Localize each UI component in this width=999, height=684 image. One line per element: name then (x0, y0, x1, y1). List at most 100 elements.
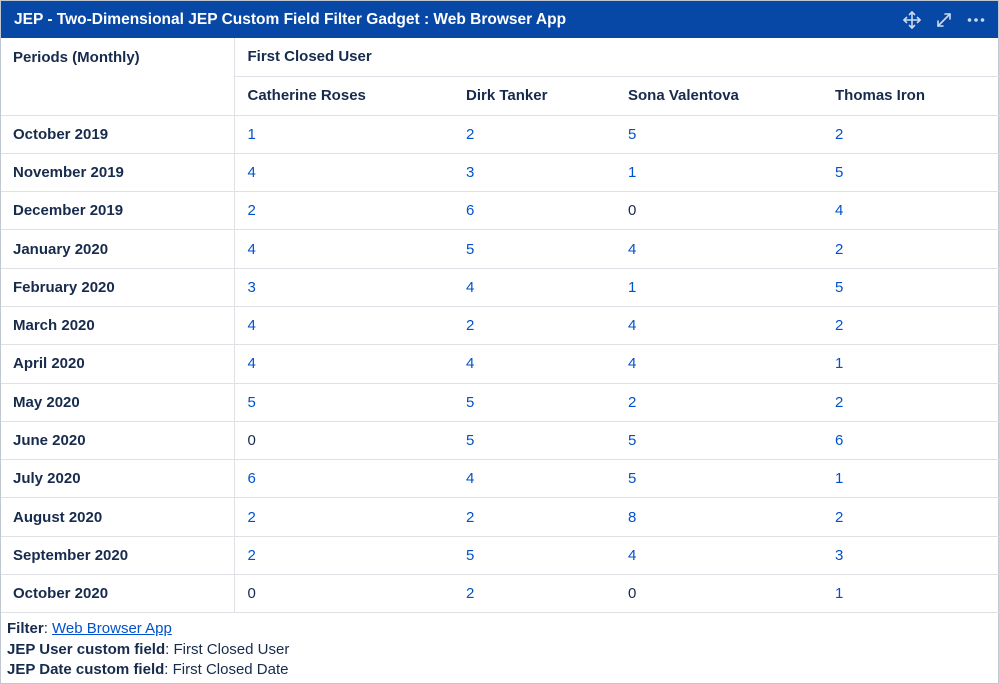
count-link[interactable]: 5 (466, 546, 475, 564)
count-link[interactable]: 2 (835, 317, 844, 335)
user-column-header: Dirk Tanker (453, 76, 615, 116)
count-cell: 3 (822, 536, 999, 576)
move-icon[interactable] (902, 10, 922, 30)
count-link[interactable]: 5 (466, 432, 475, 450)
count-link[interactable]: 1 (628, 163, 637, 181)
count-cell: 3 (234, 268, 453, 307)
count-cell: 4 (615, 306, 822, 346)
count-link[interactable]: 6 (247, 470, 256, 488)
count-cell: 4 (453, 268, 615, 307)
count-link[interactable]: 4 (466, 470, 475, 488)
count-cell: 4 (234, 229, 453, 269)
period-cell: September 2020 (1, 536, 235, 576)
count-link[interactable]: 5 (628, 125, 637, 143)
count-cell: 2 (822, 229, 999, 269)
count-link[interactable]: 6 (466, 202, 475, 220)
count-link[interactable]: 5 (628, 470, 637, 488)
period-cell: July 2020 (1, 459, 235, 499)
count-link[interactable]: 2 (628, 393, 637, 411)
count-link[interactable]: 4 (247, 163, 256, 181)
count-link[interactable]: 3 (835, 546, 844, 564)
count-link[interactable]: 5 (835, 163, 844, 181)
count-cell: 2 (615, 383, 822, 422)
count-link[interactable]: 2 (835, 125, 844, 143)
table-row: June 2020 0 5 5 6 (1, 421, 999, 461)
count-link[interactable]: 4 (247, 240, 256, 258)
count-link[interactable]: 8 (628, 508, 637, 526)
gadget-footer: Filter: Web Browser App JEP User custom … (1, 613, 998, 681)
count-link[interactable]: 5 (466, 240, 475, 258)
count-link[interactable]: 4 (247, 355, 256, 373)
count-link[interactable]: 1 (247, 125, 256, 143)
count-cell: 4 (234, 344, 453, 384)
count-link[interactable]: 2 (247, 546, 256, 564)
count-link[interactable]: 1 (835, 470, 844, 488)
expand-icon[interactable] (934, 10, 954, 30)
count-link[interactable]: 2 (835, 240, 844, 258)
count-cell: 4 (234, 153, 453, 193)
count-cell: 1 (615, 153, 822, 193)
count-cell: 2 (822, 497, 999, 537)
count-link[interactable]: 4 (466, 355, 475, 373)
user-field-label: JEP User custom field (7, 640, 166, 658)
count-cell: 1 (822, 574, 999, 614)
user-column-header: Catherine Roses (234, 76, 453, 116)
count-link[interactable]: 1 (835, 585, 844, 603)
count-link[interactable]: 2 (835, 393, 844, 411)
count-cell: 2 (822, 115, 999, 154)
count-cell: 4 (453, 344, 615, 384)
count-cell: 5 (822, 153, 999, 193)
filter-label: Filter (7, 620, 44, 638)
count-link[interactable]: 5 (835, 278, 844, 296)
count-cell: 0 (615, 191, 822, 231)
count-link[interactable]: 2 (247, 202, 256, 220)
count-link[interactable]: 4 (466, 278, 475, 296)
count-link[interactable]: 2 (466, 508, 475, 526)
filter-link[interactable]: Web Browser App (52, 620, 172, 638)
period-cell: November 2019 (1, 153, 235, 193)
count-link[interactable]: 2 (466, 125, 475, 143)
count-cell: 1 (615, 268, 822, 307)
count-cell: 3 (453, 153, 615, 193)
count-link[interactable]: 4 (628, 546, 637, 564)
count-cell: 2 (234, 191, 453, 231)
count-link[interactable]: 1 (835, 355, 844, 373)
period-column-header: Periods (Monthly) (1, 38, 235, 116)
count-link[interactable]: 4 (835, 202, 844, 220)
date-field-label: JEP Date custom field (7, 661, 165, 679)
count-link[interactable]: 4 (628, 317, 637, 335)
count-link[interactable]: 1 (628, 278, 637, 296)
count-cell: 2 (234, 497, 453, 537)
count-link[interactable]: 3 (247, 278, 256, 296)
more-icon[interactable] (966, 10, 986, 30)
count-link[interactable]: 5 (247, 393, 256, 411)
count-link[interactable]: 5 (466, 393, 475, 411)
count-link[interactable]: 3 (466, 163, 475, 181)
count-cell: 6 (453, 191, 615, 231)
count-link[interactable]: 4 (247, 317, 256, 335)
period-cell: February 2020 (1, 268, 235, 307)
count-link[interactable]: 4 (628, 240, 637, 258)
user-field-line: JEP User custom field: First Closed User (7, 640, 290, 658)
count-cell: 2 (453, 115, 615, 154)
table-body: October 2019 1 2 5 2 November 2019 4 3 1 5 Decembe… (1, 115, 999, 614)
filter-line: Filter: Web Browser App (7, 620, 172, 638)
count-link[interactable]: 5 (628, 432, 637, 450)
count-cell: 2 (453, 574, 615, 614)
count-link[interactable]: 2 (466, 585, 475, 603)
two-dimensional-table: Periods (Monthly) First Closed User Cath… (1, 38, 999, 614)
count-value: 0 (628, 202, 637, 220)
count-link[interactable]: 2 (835, 508, 844, 526)
count-cell: 4 (615, 229, 822, 269)
gadget-titlebar: JEP - Two-Dimensional JEP Custom Field F… (1, 1, 998, 38)
period-cell: October 2019 (1, 115, 235, 154)
count-link[interactable]: 6 (835, 432, 844, 450)
group-header: First Closed User (234, 38, 999, 77)
count-link[interactable]: 2 (466, 317, 475, 335)
count-cell: 8 (615, 497, 822, 537)
date-field-line: JEP Date custom field: First Closed Date (7, 661, 289, 679)
count-value: 0 (247, 432, 256, 450)
count-link[interactable]: 4 (628, 355, 637, 373)
table-row: August 2020 2 2 8 2 (1, 497, 999, 537)
count-link[interactable]: 2 (247, 508, 256, 526)
